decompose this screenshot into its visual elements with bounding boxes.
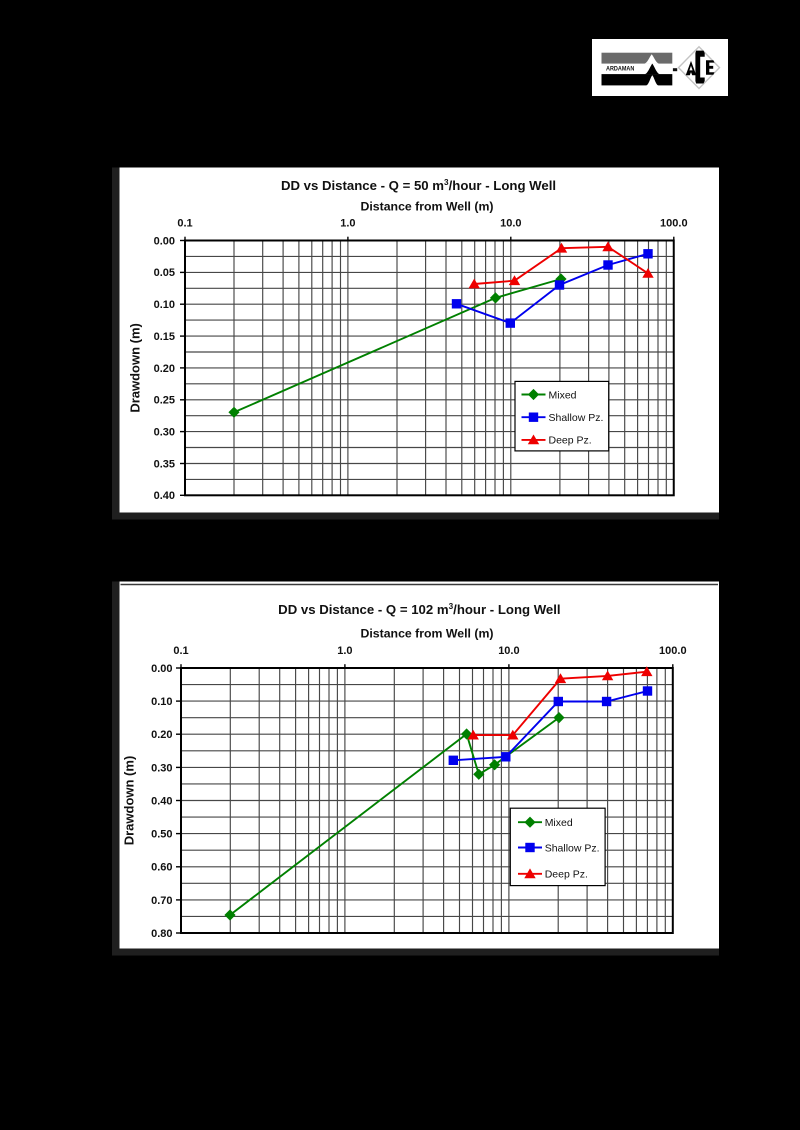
svg-text:Distance from Well (m): Distance from Well (m) [360, 627, 493, 641]
svg-text:DD vs Distance - Q = 50 m3/hou: DD vs Distance - Q = 50 m3/hour - Long W… [281, 178, 556, 193]
svg-text:Deep Pz.: Deep Pz. [549, 435, 592, 447]
svg-text:10.0: 10.0 [500, 218, 521, 230]
svg-text:Mixed: Mixed [549, 389, 577, 401]
svg-text:0.25: 0.25 [154, 395, 175, 407]
svg-text:0.10: 0.10 [151, 696, 172, 708]
svg-text:10.0: 10.0 [498, 645, 519, 657]
svg-text:0.40: 0.40 [154, 490, 175, 502]
svg-text:Distance from Well (m): Distance from Well (m) [360, 200, 493, 214]
svg-text:0.80: 0.80 [151, 928, 172, 940]
svg-text:0.00: 0.00 [154, 235, 175, 247]
svg-text:1.0: 1.0 [340, 218, 355, 230]
svg-text:0.35: 0.35 [154, 458, 175, 470]
svg-text:100.0: 100.0 [660, 218, 688, 230]
svg-text:0.30: 0.30 [151, 762, 172, 774]
svg-text:0.50: 0.50 [151, 829, 172, 841]
svg-text:Deep Pz.: Deep Pz. [545, 869, 588, 881]
svg-text:100.0: 100.0 [659, 645, 687, 657]
svg-text:0.70: 0.70 [151, 895, 172, 907]
svg-text:ARDAMAN: ARDAMAN [606, 66, 635, 73]
svg-text:0.10: 0.10 [154, 299, 175, 311]
svg-text:1.0: 1.0 [337, 645, 352, 657]
svg-text:0.1: 0.1 [177, 218, 192, 230]
svg-text:Mixed: Mixed [545, 817, 573, 829]
svg-text:0.40: 0.40 [151, 795, 172, 807]
svg-text:Drawdown (m): Drawdown (m) [127, 323, 142, 413]
svg-text:Shallow Pz.: Shallow Pz. [545, 842, 600, 854]
svg-text:DD vs Distance - Q = 102 m3/ho: DD vs Distance - Q = 102 m3/hour - Long … [278, 602, 560, 617]
svg-text:0.15: 0.15 [154, 331, 175, 343]
svg-text:Drawdown (m): Drawdown (m) [122, 756, 137, 846]
svg-text:0.60: 0.60 [151, 862, 172, 874]
svg-text:0.05: 0.05 [154, 267, 175, 279]
svg-text:0.30: 0.30 [154, 427, 175, 439]
svg-text:0.20: 0.20 [151, 729, 172, 741]
svg-text:0.00: 0.00 [151, 663, 172, 675]
svg-text:0.1: 0.1 [173, 645, 188, 657]
svg-text:0.20: 0.20 [154, 363, 175, 375]
svg-text:Shallow Pz.: Shallow Pz. [549, 412, 604, 424]
